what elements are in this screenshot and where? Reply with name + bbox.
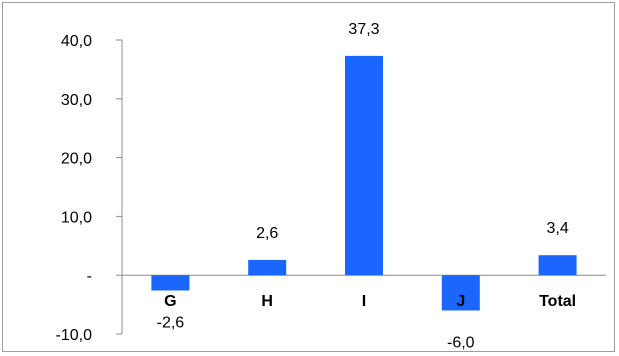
data-label: 3,4 (546, 220, 568, 237)
y-tick-label: 10,0 (61, 209, 92, 226)
data-label: 2,6 (256, 225, 278, 242)
y-tick-label: 40,0 (61, 33, 92, 50)
y-tick-label: - (87, 268, 92, 285)
category-label: H (261, 293, 273, 310)
bar-g (151, 275, 190, 291)
category-label: G (164, 293, 176, 310)
category-label: I (362, 293, 366, 310)
chart-frame (2, 2, 615, 352)
bar-total (538, 255, 577, 276)
y-tick-label: 30,0 (61, 92, 92, 109)
data-label: -2,6 (157, 314, 185, 331)
y-tick-label: -10,0 (56, 327, 93, 344)
category-label: J (456, 293, 465, 310)
y-tick-label: 20,0 (61, 151, 92, 168)
data-label: -6,0 (447, 334, 475, 351)
data-label: 37,3 (348, 21, 379, 38)
bar-j (441, 275, 480, 311)
category-label: Total (539, 293, 576, 310)
bar-i (345, 55, 383, 276)
bar-h (248, 259, 287, 276)
